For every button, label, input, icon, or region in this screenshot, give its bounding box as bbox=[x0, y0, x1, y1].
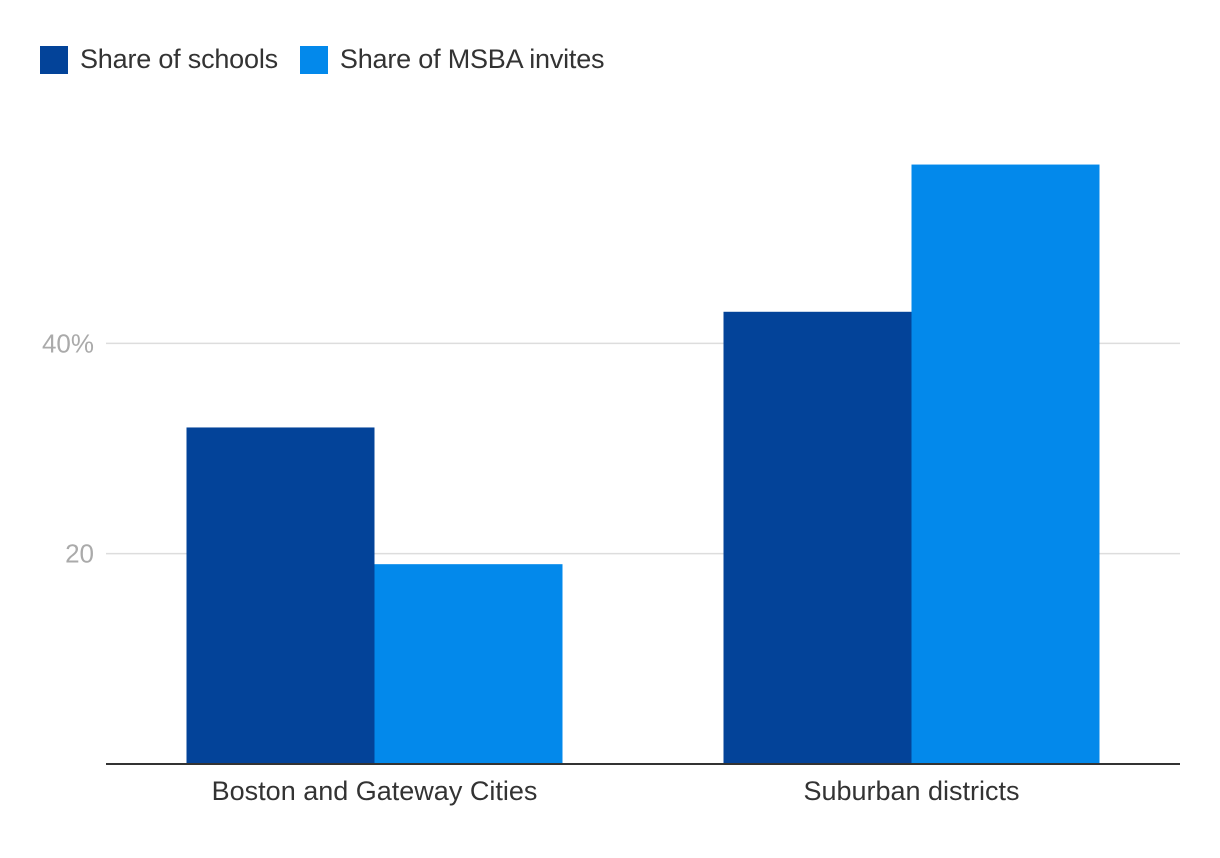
x-category-label-1: Suburban districts bbox=[803, 776, 1019, 806]
chart-legend: Share of schools Share of MSBA invites bbox=[40, 44, 605, 75]
y-tick-label-20: 20 bbox=[65, 539, 94, 569]
legend-label-share-of-schools: Share of schools bbox=[80, 44, 278, 74]
legend-label-share-of-msba-invites: Share of MSBA invites bbox=[339, 44, 605, 74]
legend-swatch-share-of-schools bbox=[40, 45, 68, 74]
axis-labels: 20 40% Boston and Gateway Cities Suburban d… bbox=[42, 328, 1020, 806]
bar-share-of-msba-invites-0 bbox=[374, 564, 563, 764]
bar-share-of-schools-0 bbox=[186, 427, 375, 764]
bar-share-of-schools-1 bbox=[723, 311, 912, 764]
y-tick-label-40: 40% bbox=[42, 328, 94, 358]
x-category-label-0: Boston and Gateway Cities bbox=[212, 776, 538, 806]
legend-item-share-of-msba-invites: Share of MSBA invites bbox=[299, 44, 605, 75]
legend-swatch-share-of-msba-invites bbox=[299, 45, 328, 74]
bar-share-of-msba-invites-1 bbox=[911, 164, 1100, 765]
bars bbox=[186, 164, 1100, 765]
legend-item-share-of-schools: Share of schools bbox=[40, 44, 278, 75]
